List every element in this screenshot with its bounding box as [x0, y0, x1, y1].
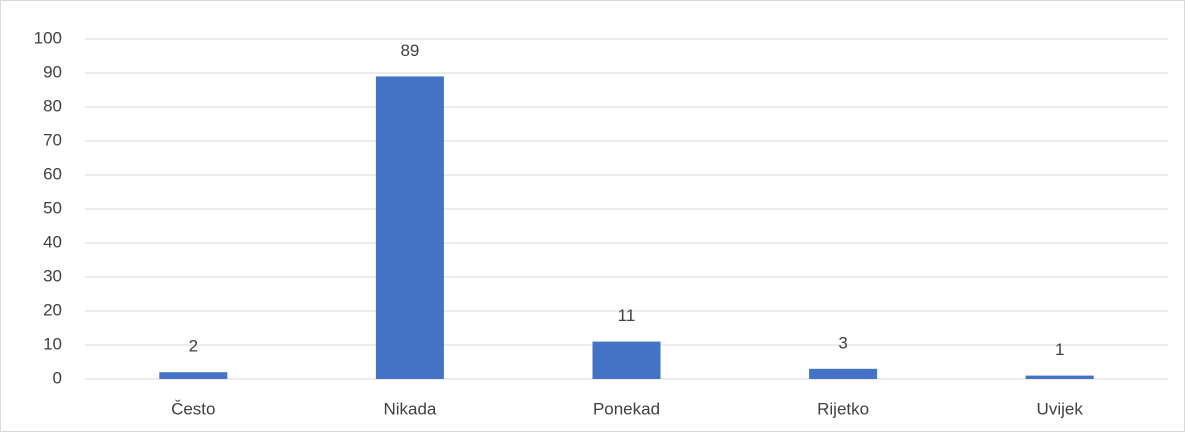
data-label: 1 — [1055, 340, 1064, 359]
y-tick-label: 70 — [43, 130, 62, 149]
bar — [375, 76, 444, 380]
bar — [592, 341, 661, 379]
data-label: 2 — [189, 337, 198, 356]
y-tick-label: 100 — [34, 28, 62, 47]
y-tick-label: 50 — [43, 198, 62, 217]
y-tick-label: 10 — [43, 334, 62, 353]
y-tick-label: 0 — [53, 368, 62, 387]
bar — [1025, 375, 1094, 379]
data-label: 89 — [400, 41, 419, 60]
y-tick-label: 60 — [43, 164, 62, 183]
y-tick-label: 30 — [43, 266, 62, 285]
x-tick-label: Nikada — [383, 399, 436, 418]
data-label: 11 — [618, 306, 636, 325]
bar — [809, 368, 878, 379]
x-tick-label: Uvijek — [1037, 399, 1084, 418]
x-tick-label: Ponekad — [593, 399, 660, 418]
y-tick-label: 40 — [43, 232, 62, 251]
x-tick-label: Rijetko — [817, 399, 869, 418]
x-tick-label: Često — [171, 399, 215, 418]
bar — [159, 372, 228, 379]
y-tick-label: 80 — [43, 96, 62, 115]
data-label: 3 — [838, 333, 847, 352]
y-tick-label: 20 — [43, 300, 62, 319]
y-tick-label: 90 — [43, 62, 62, 81]
